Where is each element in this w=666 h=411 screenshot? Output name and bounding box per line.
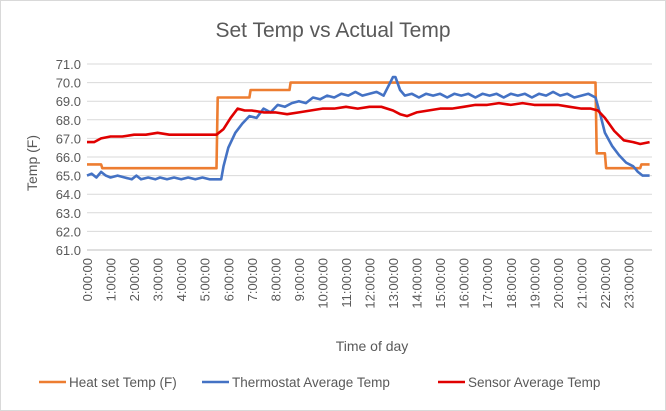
y-tick-label: 64.0 [56, 187, 81, 202]
x-tick-label: 16:00:00 [457, 258, 472, 309]
legend-label: Thermostat Average Temp [232, 375, 390, 390]
x-tick-label: 18:00:00 [504, 258, 519, 309]
x-tick-label: 11:00:00 [339, 258, 354, 308]
y-tick-label: 63.0 [56, 206, 81, 221]
x-tick-label: 15:00:00 [433, 258, 448, 309]
y-tick-label: 69.0 [56, 94, 81, 109]
legend-label: Heat set Temp (F) [69, 375, 177, 390]
y-tick-label: 66.0 [56, 150, 81, 165]
x-tick-label: 14:00:00 [410, 258, 425, 309]
x-tick-label: 19:00:00 [527, 258, 542, 309]
series-line-2 [86, 75, 650, 181]
x-tick-label: 7:00:00 [245, 258, 260, 301]
x-tick-label: 8:00:00 [268, 258, 283, 301]
x-tick-label: 10:00:00 [315, 258, 330, 309]
y-tick-label: 67.0 [56, 131, 81, 146]
y-tick-label: 65.0 [56, 169, 81, 184]
y-axis-title: Temp (F) [24, 135, 40, 191]
series-lines [86, 75, 650, 181]
y-tick-label: 70.0 [56, 76, 81, 91]
legend: Heat set Temp (F) Thermostat Average Temp… [39, 375, 600, 390]
series-line-1 [87, 81, 650, 170]
x-tick-label: 9:00:00 [292, 258, 307, 301]
x-tick-label: 2:00:00 [127, 258, 142, 301]
x-tick-label: 20:00:00 [551, 258, 566, 309]
y-tick-labels: 61.0 62.0 63.0 64.0 65.0 66.0 67.0 68.0 69.0 70.0… [56, 57, 81, 258]
x-tick-label: 4:00:00 [174, 258, 189, 301]
x-tick-label: 12:00:00 [363, 258, 378, 309]
chart-title: Set Temp vs Actual Temp [215, 19, 450, 42]
series-line-3 [87, 101, 650, 146]
x-tick-label: 0:00:00 [80, 258, 95, 301]
x-axis-title: Time of day [336, 338, 409, 354]
x-tick-label: 17:00:00 [480, 258, 495, 309]
x-tick-labels: 0:00:00 1:00:00 2:00:00 3:00:00 4:00:00 5:00:… [80, 258, 636, 309]
legend-label: Sensor Average Temp [468, 375, 600, 390]
y-tick-label: 62.0 [56, 224, 81, 239]
y-tick-label: 71.0 [56, 57, 81, 72]
x-tick-label: 3:00:00 [151, 258, 166, 301]
x-tick-label: 1:00:00 [104, 258, 119, 301]
x-tick-label: 5:00:00 [198, 258, 213, 301]
y-tick-label: 61.0 [56, 243, 81, 258]
x-tick-label: 13:00:00 [386, 258, 401, 309]
y-tick-label: 68.0 [56, 113, 81, 128]
gridlines [87, 63, 652, 251]
x-tick-label: 21:00:00 [574, 258, 589, 309]
x-tick-label: 22:00:00 [598, 258, 613, 309]
x-tick-label: 6:00:00 [221, 258, 236, 301]
x-tick-label: 23:00:00 [621, 258, 636, 309]
